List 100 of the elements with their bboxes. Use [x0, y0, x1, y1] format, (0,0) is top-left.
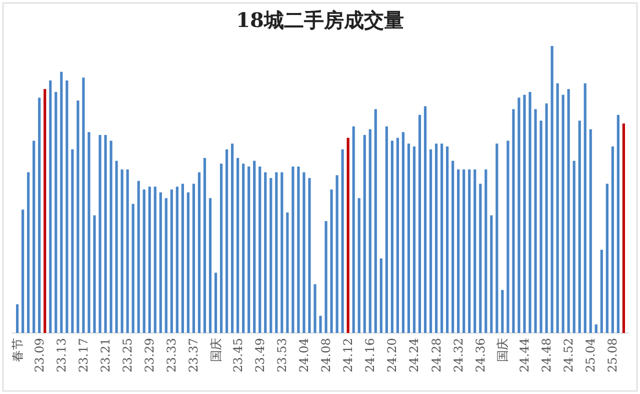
bar: [440, 144, 444, 333]
bar: [49, 80, 52, 333]
bar: [176, 186, 178, 333]
bar: [142, 190, 146, 333]
x-tick-label: 23.17: [76, 338, 90, 372]
bar: [578, 120, 581, 333]
x-tick-label: 24.24: [407, 338, 422, 372]
bar: [242, 164, 245, 333]
x-tick-label: 国庆: [208, 338, 223, 362]
bar: [302, 172, 306, 333]
bar: [198, 172, 201, 333]
bar: [396, 138, 399, 333]
bar: [71, 149, 74, 333]
bar: [115, 160, 118, 333]
bar: [32, 140, 36, 333]
bar: [286, 212, 289, 333]
x-tick-label: 23.53: [274, 338, 289, 372]
bar: [264, 172, 267, 333]
bar: [76, 100, 80, 333]
bar: [589, 129, 592, 333]
bar: [236, 158, 240, 333]
bar: [572, 160, 576, 333]
bar: [308, 178, 311, 333]
bar: [104, 134, 107, 333]
bar: [120, 169, 124, 333]
x-tick-label: 24.20: [385, 338, 400, 372]
bar: [434, 144, 438, 333]
x-tick-label: 23.21: [98, 338, 113, 372]
bar: [248, 166, 250, 333]
bar: [258, 166, 262, 333]
bar: [275, 172, 278, 333]
bar: [44, 89, 46, 333]
bar: [611, 146, 614, 333]
bar: [181, 184, 184, 333]
x-tick-label: 24.08: [319, 338, 334, 372]
bar: [341, 149, 344, 333]
bar: [154, 186, 156, 333]
bar: [330, 190, 333, 333]
bar: [446, 146, 449, 333]
bar: [528, 92, 532, 333]
bar: [214, 272, 218, 333]
bar: [474, 169, 476, 333]
bar: [556, 83, 559, 333]
bar: [110, 140, 112, 333]
bar: [82, 78, 85, 333]
bar: [22, 210, 24, 333]
bar: [462, 169, 466, 333]
bar: [594, 324, 598, 333]
bar: [336, 175, 338, 333]
bar: [324, 221, 328, 333]
bar: [567, 89, 570, 333]
bar: [622, 123, 625, 333]
bar: [616, 114, 620, 333]
bar: [584, 83, 586, 333]
bar: [98, 134, 102, 333]
x-tick-label: 24.32: [451, 338, 466, 372]
bar: [518, 98, 520, 333]
bar: [540, 120, 542, 333]
bar: [297, 166, 300, 333]
bar: [407, 144, 410, 333]
x-tick-label: 24.36: [473, 338, 488, 372]
bar: [137, 180, 140, 333]
bar: [390, 140, 394, 333]
x-tick-label: 25.08: [606, 338, 620, 372]
bar: [501, 290, 504, 333]
x-tick-label: 23.13: [54, 338, 68, 372]
bar: [490, 215, 493, 333]
bar: [314, 284, 316, 333]
x-tick-label: 春节: [10, 338, 24, 362]
bar: [54, 92, 58, 333]
bar: [27, 172, 30, 333]
x-tick-label: 23.09: [32, 338, 46, 372]
bar: [270, 178, 272, 333]
bar: [600, 250, 603, 333]
bar: [562, 94, 564, 333]
bar: [412, 146, 416, 333]
x-tick-label: 24.48: [540, 338, 554, 372]
bar: [159, 192, 162, 333]
bar: [16, 304, 19, 333]
bar: [506, 140, 510, 333]
bar: [424, 106, 427, 333]
bar: [230, 144, 234, 333]
x-tick-label: 25.04: [584, 338, 598, 372]
bar: [126, 169, 129, 333]
bar: [38, 98, 41, 333]
bar: [164, 198, 168, 333]
bar: [170, 190, 173, 333]
bar: [186, 192, 190, 333]
bar: [457, 169, 460, 333]
x-tick-label: 国庆: [495, 338, 510, 362]
bar: [358, 198, 360, 333]
bar: [208, 198, 212, 333]
bar: [606, 184, 608, 333]
x-tick-label: 23.45: [230, 338, 245, 372]
bar: [363, 134, 366, 333]
x-tick-label: 24.52: [562, 338, 576, 372]
bar: [496, 144, 498, 333]
bar: [380, 258, 382, 333]
bar: [292, 166, 294, 333]
bar: [66, 80, 68, 333]
